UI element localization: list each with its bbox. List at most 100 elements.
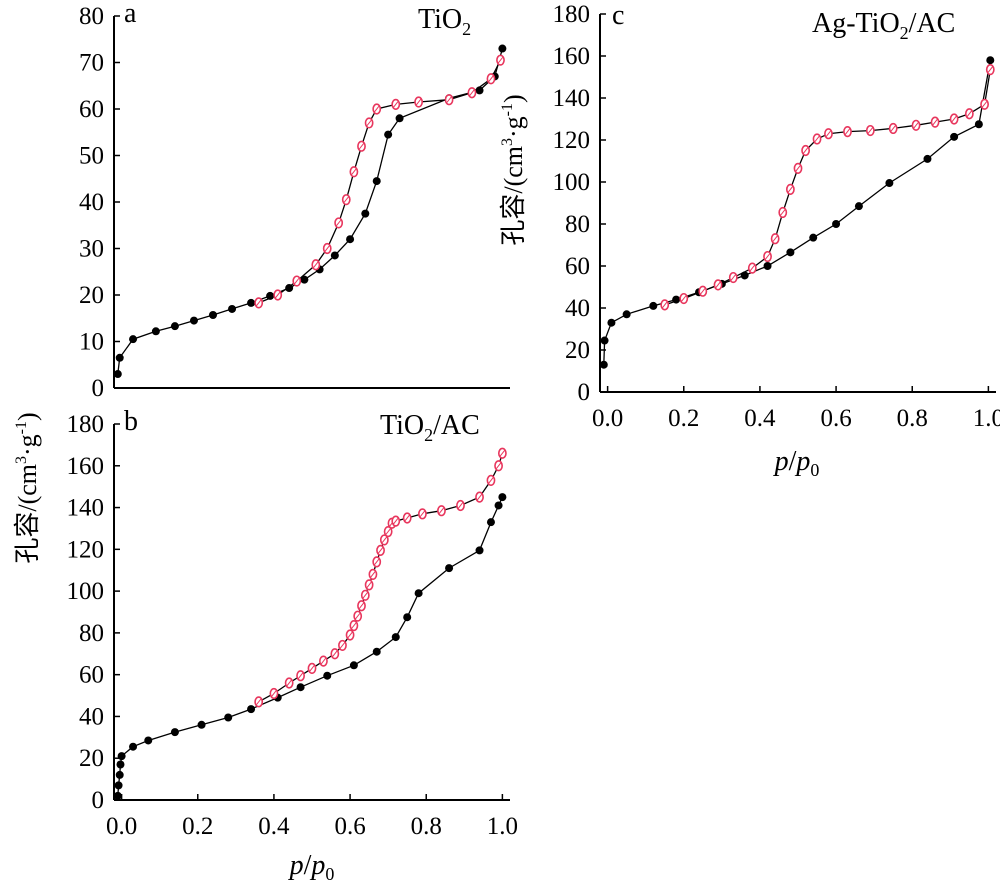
x-tick-label: 0.2 [668, 405, 699, 432]
data-point-desorption-slash [393, 101, 399, 108]
y-tick-label: 140 [67, 495, 105, 522]
data-point-adsorption [349, 661, 358, 670]
data-point-desorption-slash [347, 631, 353, 639]
data-point-adsorption [923, 154, 932, 163]
data-point-adsorption [986, 56, 995, 65]
data-point-adsorption [197, 720, 206, 729]
y-tick-label: 20 [79, 282, 104, 309]
data-point-desorption-slash [497, 57, 504, 64]
y-tick-label: 20 [79, 745, 104, 772]
data-point-desorption-slash [825, 130, 832, 137]
data-point-desorption-slash [488, 477, 494, 484]
data-point-adsorption [384, 130, 393, 139]
data-point-adsorption [445, 564, 454, 573]
y-tick-label: 100 [553, 169, 591, 196]
x-tick-label: 0.4 [258, 813, 290, 840]
panel-b-plot [113, 424, 510, 801]
data-point-adsorption [113, 370, 122, 379]
data-point-desorption-slash [336, 219, 342, 227]
data-point-adsorption [247, 705, 256, 714]
data-point-desorption-slash [366, 581, 372, 588]
data-point-desorption-slash [419, 510, 426, 517]
data-point-desorption-slash [256, 698, 262, 705]
x-tick-label: 0.0 [106, 813, 137, 840]
data-point-desorption-slash [913, 122, 919, 129]
panel-b-xlabel: p/p0 [288, 850, 335, 884]
panel-c-plot [599, 14, 996, 393]
data-point-adsorption [330, 251, 339, 260]
data-point-desorption-slash [355, 613, 361, 620]
panel-c-ylabel: 孔容/(cm3·g-1) [499, 94, 528, 245]
data-point-adsorption [115, 353, 124, 362]
data-point-adsorption [116, 760, 125, 769]
data-point-desorption-slash [309, 665, 315, 672]
data-point-desorption-slash [488, 75, 494, 82]
data-point-desorption-slash [313, 261, 319, 268]
series-line [258, 453, 504, 703]
data-point-adsorption [974, 120, 983, 129]
data-point-adsorption [346, 235, 355, 244]
data-point-desorption-slash [469, 89, 475, 96]
data-point-adsorption [372, 177, 381, 186]
data-point-desorption-slash [844, 128, 851, 135]
data-point-desorption-slash [780, 209, 786, 216]
data-point-adsorption [247, 298, 256, 307]
data-point-desorption-slash [730, 274, 736, 281]
x-tick-label: 0.8 [897, 405, 928, 432]
data-point-adsorption [209, 310, 217, 319]
panel-a: a TiO2 0 10 20 30 40 50 60 70 80 [79, 0, 510, 402]
y-tick-label: 60 [565, 253, 590, 280]
data-point-desorption-slash [377, 547, 384, 554]
x-tick-label: 1.0 [973, 405, 1000, 432]
y-tick-label: 180 [553, 1, 591, 28]
x-tick-label: 0.6 [334, 813, 365, 840]
panel-c-xticks: 0.0 0.2 0.4 0.6 0.8 1.0 [592, 386, 1000, 432]
data-point-desorption-slash [381, 536, 387, 544]
data-point-desorption-slash [374, 558, 380, 565]
panel-a-plot [113, 16, 510, 389]
data-point-desorption-slash [358, 602, 365, 609]
y-tick-label: 70 [79, 50, 104, 77]
data-point-adsorption [300, 275, 309, 284]
data-point-desorption-slash [890, 125, 896, 132]
data-point-adsorption [285, 284, 294, 293]
data-point-desorption-slash [966, 110, 972, 117]
data-point-adsorption [395, 114, 404, 123]
y-tick-label: 80 [565, 211, 590, 238]
data-point-desorption-slash [393, 518, 399, 525]
data-point-desorption-slash [951, 115, 957, 123]
data-point-adsorption [117, 752, 126, 761]
y-tick-label: 20 [565, 337, 590, 364]
data-point-adsorption [498, 493, 507, 502]
data-point-desorption-slash [294, 277, 300, 285]
panel-b-yticks: 0 20 40 60 80 100 120 140 160 180 [67, 411, 120, 814]
panel-c: c Ag-TiO2/AC 0 20 40 60 80 100 120 140 160 180 0.… [499, 0, 1000, 480]
y-tick-label: 50 [79, 143, 104, 170]
y-tick-label: 120 [553, 127, 591, 154]
data-point-desorption-slash [446, 96, 452, 103]
data-point-adsorption [114, 781, 123, 790]
y-axis-label-left: 孔容/(cm3·g-1) [13, 412, 42, 563]
data-point-desorption-slash [476, 494, 483, 501]
data-point-adsorption [607, 318, 616, 327]
data-point-adsorption [832, 220, 841, 228]
y-tick-label: 60 [79, 662, 104, 689]
data-point-desorption-slash [700, 288, 706, 295]
y-tick-label: 40 [565, 295, 590, 322]
data-point-desorption-slash [351, 622, 357, 629]
data-point-desorption-slash [867, 127, 873, 134]
y-tick-label: 10 [79, 329, 104, 356]
data-point-desorption-slash [987, 66, 993, 73]
data-point-adsorption [486, 518, 495, 527]
data-point-desorption-slash [385, 528, 391, 535]
data-point-desorption-slash [803, 147, 809, 154]
data-point-adsorption [885, 179, 894, 188]
x-tick-label: 0.2 [182, 813, 213, 840]
data-point-desorption-slash [358, 143, 365, 150]
data-point-desorption-slash [416, 98, 422, 106]
data-point-desorption-slash [457, 502, 464, 509]
data-point-desorption-slash [343, 196, 349, 203]
data-point-desorption-slash [275, 291, 281, 299]
data-point-adsorption [296, 683, 305, 692]
